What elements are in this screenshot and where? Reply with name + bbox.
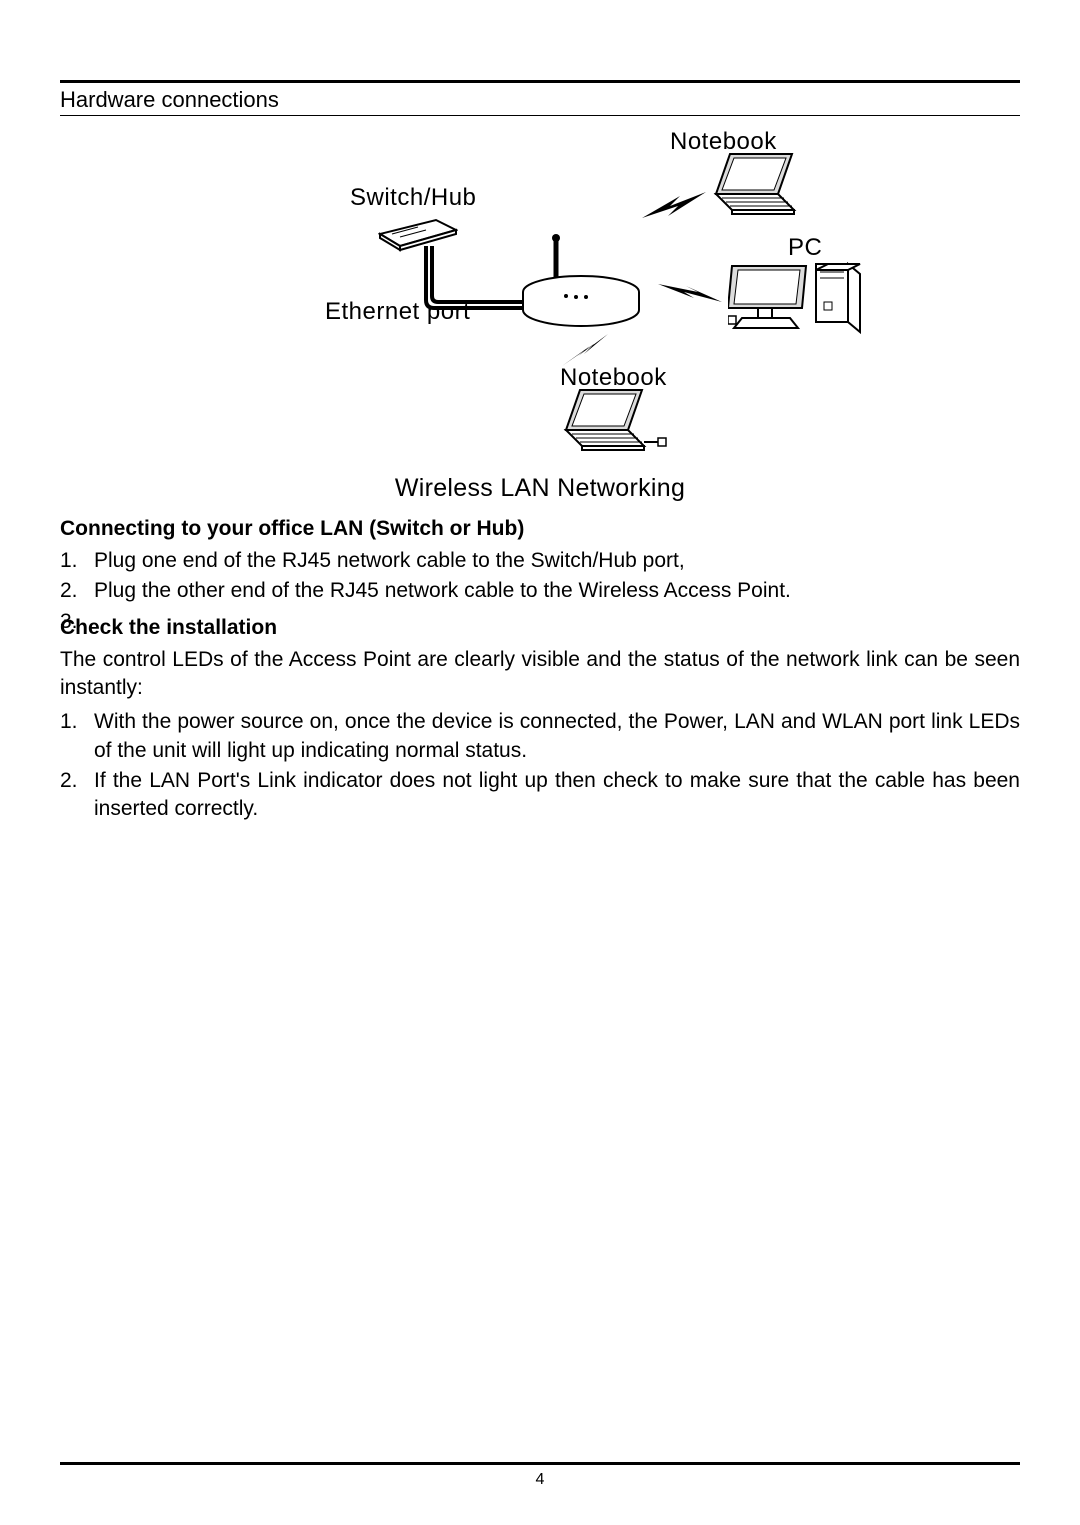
page-container: Hardware connections Notebook Switch/Hub… (0, 0, 1080, 1525)
list-item: 1. With the power source on, once the dev… (60, 708, 1020, 765)
subheading-check: Check the installation (60, 616, 1020, 640)
wireless-bolt-icon (656, 278, 726, 308)
subheading-connecting: Connecting to your office LAN (Switch or… (60, 517, 1020, 541)
pc-icon (728, 258, 868, 336)
list-text: Plug one end of the RJ45 network cable t… (94, 549, 685, 572)
label-switch-hub: Switch/Hub (350, 184, 476, 212)
list-text: Plug the other end of the RJ45 network c… (94, 579, 791, 602)
intro-paragraph: The control LEDs of the Access Point are… (60, 646, 1020, 703)
diagram-wrapper: Notebook Switch/Hub PC Ethernet port Not… (60, 126, 1020, 466)
list-item: 2. Plug the other end of the RJ45 network… (60, 577, 1020, 605)
list-number: 1. (60, 708, 78, 736)
steps-check: 1. With the power source on, once the dev… (60, 708, 1020, 823)
steps-connecting: 1. Plug one end of the RJ45 network cable… (60, 547, 1020, 606)
section-underline (60, 115, 1020, 116)
network-diagram: Notebook Switch/Hub PC Ethernet port Not… (180, 126, 900, 466)
list-item: 1. Plug one end of the RJ45 network cable… (60, 547, 1020, 575)
list-text: If the LAN Port's Link indicator does no… (94, 769, 1020, 820)
laptop-icon (550, 388, 670, 464)
list-number: 2. (60, 577, 78, 605)
list-item: 2. If the LAN Port's Link indicator does … (60, 767, 1020, 824)
list-number: 1. (60, 547, 78, 575)
top-rule (60, 80, 1020, 83)
page-number: 4 (0, 1471, 1080, 1489)
section-title: Hardware connections (60, 87, 1020, 115)
list-text: With the power source on, once the devic… (94, 710, 1020, 761)
wireless-bolt-icon (560, 332, 620, 368)
list-number: 2. (60, 767, 78, 795)
list-number: 3. (60, 608, 78, 636)
diagram-caption: Wireless LAN Networking (60, 474, 1020, 503)
access-point-icon (516, 234, 646, 334)
laptop-icon (700, 152, 800, 224)
footer-rule (60, 1462, 1020, 1465)
